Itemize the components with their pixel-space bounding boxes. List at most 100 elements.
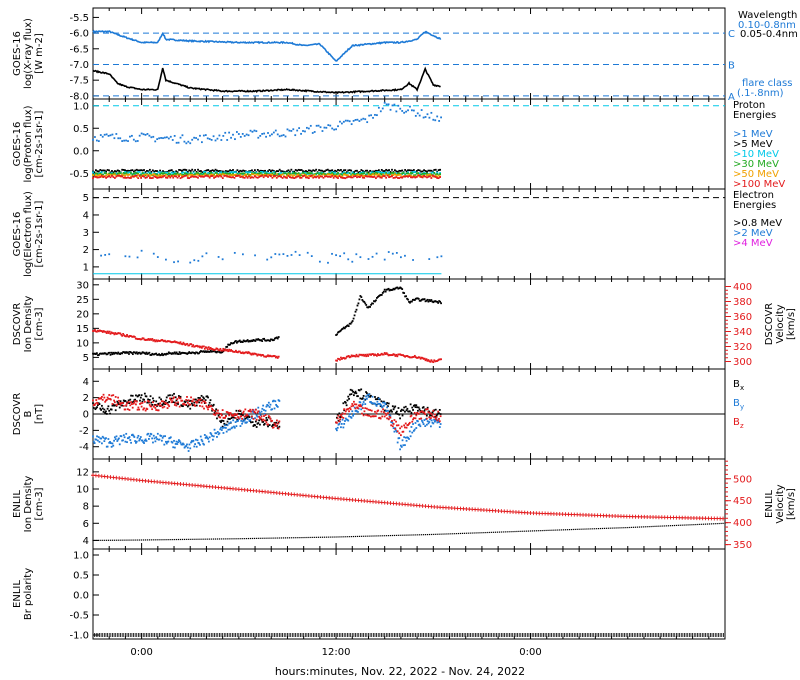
data-point (241, 417, 243, 420)
data-point (228, 422, 231, 425)
data-point (251, 173, 253, 176)
data-point (404, 444, 406, 447)
data-point (237, 133, 240, 135)
data-point (191, 351, 194, 354)
data-point (421, 170, 424, 173)
data-point (156, 353, 159, 356)
data-point (199, 399, 202, 402)
data-point (369, 395, 372, 398)
data-point (379, 353, 382, 356)
data-point (582, 528, 584, 530)
data-point (133, 351, 136, 354)
data-point (411, 169, 414, 172)
data-point (394, 355, 397, 357)
data-point (96, 435, 98, 438)
data-point (248, 351, 251, 354)
data-point (374, 410, 376, 413)
data-point (110, 408, 113, 411)
data-point (116, 332, 119, 335)
data-point (114, 332, 117, 334)
data-point (218, 174, 221, 177)
data-point (599, 527, 602, 530)
y-axis-label: GOES-16 (12, 31, 23, 76)
data-point (229, 343, 231, 346)
data-point (244, 408, 247, 411)
data-point (202, 171, 205, 173)
data-point (208, 175, 211, 178)
data-point (566, 529, 569, 531)
data-point (344, 400, 346, 403)
data-point (351, 355, 354, 358)
panel-frame (92, 548, 726, 640)
data-point (220, 173, 223, 176)
y-tick-label: -1.0 (69, 631, 89, 642)
data-point (398, 287, 401, 290)
data-point (416, 406, 419, 409)
data-point (105, 410, 107, 413)
data-point (202, 134, 205, 137)
data-point (352, 535, 355, 538)
data-point (238, 350, 241, 353)
data-point (247, 351, 250, 353)
data-point (167, 172, 170, 175)
data-point (296, 175, 299, 178)
data-point (204, 173, 207, 176)
data-point (153, 173, 156, 176)
data-point (110, 351, 113, 354)
data-point (200, 170, 202, 172)
data-point (435, 300, 438, 303)
data-point (235, 173, 237, 176)
data-point (187, 538, 189, 540)
data-point (446, 533, 448, 535)
data-point (207, 406, 210, 408)
data-point (370, 401, 372, 403)
data-point (294, 134, 297, 137)
data-point (290, 168, 293, 171)
data-point (291, 171, 294, 174)
data-point (132, 175, 135, 178)
data-point (168, 400, 171, 403)
data-point (386, 402, 389, 404)
y-tick-label: -0.5 (69, 611, 89, 622)
data-point (332, 171, 335, 174)
data-point (354, 390, 357, 393)
data-point (318, 260, 321, 263)
data-point (420, 170, 423, 173)
data-point (148, 172, 151, 175)
data-point (409, 534, 411, 536)
data-point (326, 173, 329, 176)
data-point (273, 407, 276, 410)
data-point (173, 135, 176, 137)
data-point (253, 169, 256, 172)
data-point (220, 414, 223, 417)
data-point (160, 435, 162, 437)
data-point (341, 174, 344, 177)
data-point (145, 338, 148, 341)
data-point (403, 424, 406, 427)
data-point (346, 399, 349, 402)
data-point (215, 408, 218, 411)
data-point (176, 352, 179, 355)
data-point (388, 354, 391, 356)
data-point (430, 533, 432, 536)
data-point (625, 527, 627, 529)
data-point (463, 532, 466, 534)
y2-tick-label: 350 (733, 540, 752, 551)
data-point (104, 253, 107, 256)
data-point (504, 531, 506, 533)
data-point (310, 255, 313, 258)
data-point (318, 173, 320, 176)
data-point (198, 345, 200, 348)
data-point (500, 531, 502, 533)
data-point (405, 426, 408, 429)
data-point (245, 175, 248, 178)
data-point (251, 172, 253, 175)
data-point (160, 174, 163, 177)
data-point (186, 177, 189, 179)
data-point (348, 413, 351, 416)
data-point (340, 416, 343, 418)
data-point (388, 410, 391, 413)
data-point (95, 438, 98, 441)
data-point (94, 408, 97, 411)
data-point (150, 174, 153, 177)
